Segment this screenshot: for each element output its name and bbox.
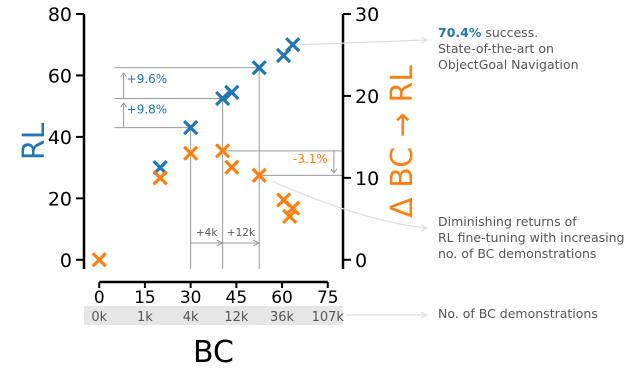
success-value: 70.4% [438, 25, 482, 40]
x-tick-label: 15 [134, 288, 156, 308]
y-right-axis-label: Δ BC → RL [385, 65, 420, 218]
x-tick-label: 30 [180, 288, 202, 308]
success-callout: 70.4% success. State-of-the-art on Objec… [438, 25, 579, 73]
y-left-tick-label: 80 [48, 4, 72, 26]
demo-gap-label: +4k [196, 227, 218, 239]
gain-arrowhead [120, 72, 128, 78]
callout-line [300, 39, 426, 46]
bc-demo-label: 0k [91, 310, 107, 325]
demo-gap-arrowhead [252, 239, 261, 247]
demos-label: No. of BC demonstrations [438, 306, 598, 321]
callout-arrowhead [420, 311, 429, 319]
demo-gap-arrowhead [216, 239, 224, 247]
y-left-tick-label: 20 [48, 188, 72, 210]
x-tick-label: 0 [94, 288, 105, 308]
success-line-2: State-of-the-art on [438, 41, 554, 56]
drop-arrowhead [330, 168, 338, 174]
delta-point [224, 159, 240, 175]
delta-point [282, 208, 298, 224]
rl-point [215, 90, 231, 107]
bc-demo-label: 4k [183, 310, 199, 325]
y-left-tick-label: 60 [48, 65, 72, 87]
callout-arrowhead [420, 36, 429, 44]
rl-point [251, 60, 267, 76]
returns-line-3: no. of BC demonstrations [438, 246, 597, 261]
bc-demo-label: 36k [270, 310, 295, 325]
rl-point [285, 37, 301, 53]
returns-line-1: Diminishing returns of [438, 214, 577, 229]
x-tick-label: 60 [271, 288, 293, 308]
delta-point [215, 143, 231, 159]
delta-point [183, 145, 199, 161]
rl-point [183, 120, 199, 136]
delta-point [251, 167, 267, 184]
drop-label: -3.1% [293, 152, 328, 166]
delta-point [285, 200, 301, 216]
returns-callout: Diminishing returns of RL fine-tuning wi… [438, 214, 625, 262]
y-right-tick-label: 30 [355, 4, 379, 26]
rl-point [224, 84, 240, 100]
success-line-3: ObjectGoal Navigation [438, 57, 579, 72]
x-tick-label: 45 [226, 288, 248, 308]
y-right-tick-label: 0 [355, 250, 367, 272]
returns-line-2: RL fine-tuning with increasing [438, 230, 625, 245]
x-axis-label: BC [193, 335, 234, 370]
y-right-tick-label: 10 [355, 168, 379, 190]
y-left-tick-label: 40 [48, 127, 72, 149]
bc-demo-band [84, 306, 343, 325]
y-left-axis-label: RL [17, 122, 52, 160]
y-right-tick-label: 20 [355, 86, 379, 108]
demos-callout: No. of BC demonstrations [438, 306, 598, 322]
delta-point [152, 170, 168, 186]
gain-label-1: +9.6% [127, 72, 168, 86]
x-tick-label: 75 [317, 288, 339, 308]
bc-demo-label: 1k [137, 310, 153, 325]
callout-line [272, 180, 426, 229]
demo-gap-label: +12k [227, 227, 256, 239]
gain-arrowhead [120, 102, 128, 108]
callout-arrowhead [420, 224, 429, 232]
success-text: success. [481, 25, 539, 40]
delta-point [91, 252, 107, 268]
gain-label-2: +9.8% [127, 103, 168, 117]
bc-demo-label: 107k [312, 310, 345, 325]
y-left-tick-label: 0 [60, 250, 72, 272]
bc-demo-label: 12k [224, 310, 249, 325]
